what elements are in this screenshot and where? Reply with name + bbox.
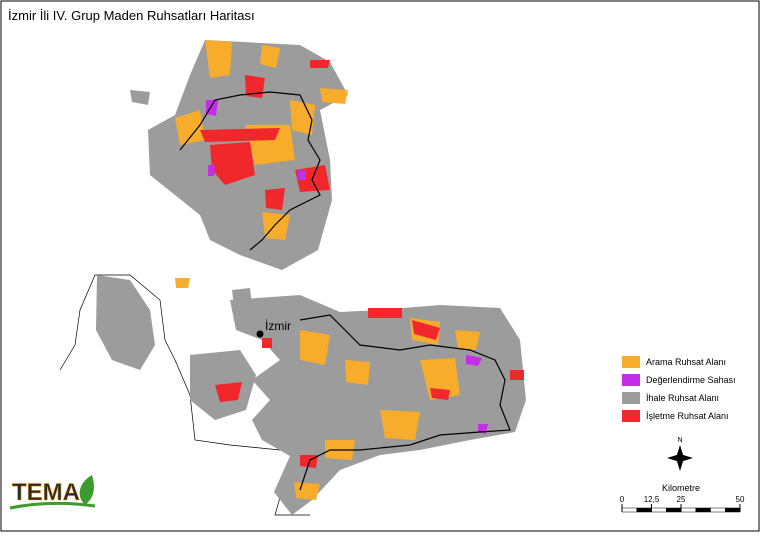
logo-swoosh	[9, 501, 96, 510]
map-patch	[300, 330, 330, 365]
legend-label: Arama Ruhsat Alanı	[646, 357, 726, 367]
map-patch	[175, 278, 190, 288]
map-patch	[310, 60, 330, 68]
legend-label: İşletme Ruhsat Alanı	[646, 411, 729, 421]
scale-bar: Kilometre 0 12,5 25 50	[620, 483, 745, 513]
map-patch	[430, 388, 450, 400]
map-patch	[368, 308, 402, 318]
map-patch	[130, 90, 150, 105]
map-patch	[290, 100, 315, 135]
logo-leaf	[79, 475, 94, 505]
map-patch	[510, 370, 524, 380]
scale-segment	[710, 507, 726, 513]
scale-tick-label: 12,5	[644, 495, 660, 504]
scale-segment	[680, 507, 696, 513]
map-area: İzmir	[59, 40, 526, 516]
map-patch	[206, 100, 218, 116]
map-patch	[466, 355, 482, 366]
map-patch	[420, 358, 460, 400]
north-arrow-shape	[667, 454, 693, 462]
map-patch	[245, 75, 265, 98]
legend-label: İhale Ruhsat Alanı	[646, 393, 719, 403]
scale-segment	[725, 507, 741, 513]
map-patch	[205, 40, 232, 78]
legend-label: Değerlendirme Sahası	[646, 375, 736, 385]
map-patch	[200, 128, 280, 142]
scale-tick-label: 0	[620, 495, 625, 504]
map-title: İzmir İli IV. Grup Maden Ruhsatları Hari…	[8, 8, 255, 23]
map-patch	[262, 338, 272, 348]
map-patch	[260, 45, 280, 68]
north-arrow: N	[667, 437, 693, 471]
map-patch	[232, 288, 252, 306]
map-patch	[215, 382, 242, 402]
arama-areas	[175, 40, 480, 500]
scale-segment	[666, 507, 682, 513]
map-patch	[208, 165, 215, 176]
legend-swatch	[622, 356, 640, 368]
map-patch	[294, 482, 320, 500]
map-patch	[96, 275, 155, 370]
city-marker	[256, 330, 264, 338]
map-patch	[412, 320, 440, 340]
city-label: İzmir	[265, 319, 291, 333]
logo: TEMA	[9, 475, 96, 510]
map-patch	[265, 188, 285, 210]
legend: Arama Ruhsat Alanı Değerlendirme Sahası İh…	[622, 356, 736, 422]
map-patch	[210, 142, 255, 185]
district-boundary	[299, 314, 511, 491]
map-patch	[320, 88, 348, 104]
scale-segment	[695, 507, 711, 513]
logo-text: TEMA	[12, 479, 80, 506]
map-patch	[262, 212, 290, 240]
district-boundary	[179, 91, 321, 251]
map-patch	[380, 410, 420, 440]
scale-title: Kilometre	[662, 483, 700, 493]
scale-segment	[621, 507, 637, 513]
scale-tick-label: 25	[677, 495, 686, 504]
scale-tick-label: 50	[736, 495, 745, 504]
map-patch	[455, 330, 480, 350]
map-patch	[175, 110, 205, 145]
legend-swatch	[622, 410, 640, 422]
map-patch	[298, 170, 306, 180]
degerlendirme-areas	[206, 100, 488, 434]
map-patch	[345, 360, 370, 385]
scale-segment	[636, 507, 652, 513]
north-label: N	[677, 437, 682, 444]
scale-segment	[651, 507, 667, 513]
legend-swatch	[622, 392, 640, 404]
legend-swatch	[622, 374, 640, 386]
